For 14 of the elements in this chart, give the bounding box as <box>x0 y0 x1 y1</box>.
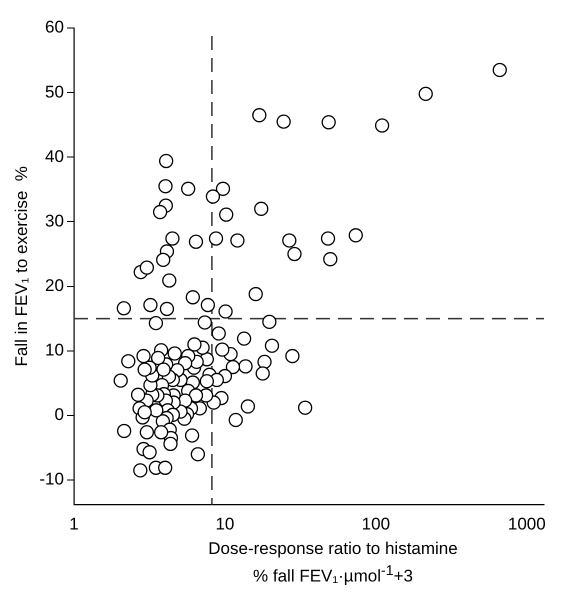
x-tick-label: 1 <box>69 514 79 534</box>
y-axis-title: Fall in FEV₁ to exercise % <box>12 166 31 366</box>
y-tick-label: 30 <box>45 211 64 230</box>
y-tick-label: 20 <box>45 276 64 296</box>
y-tick-label: 40 <box>45 146 64 166</box>
y-tick-label: 60 <box>45 18 64 37</box>
y-tick-label: -10 <box>39 470 64 489</box>
y-tick-label: 10 <box>45 340 64 360</box>
x-axis-title: Dose-response ratio to histamine % fall FEV₁·µmol$^{-1}$+3 <box>207 538 459 588</box>
x-tick-label: 1000 <box>508 514 546 534</box>
x-tick-label: 100 <box>362 514 390 534</box>
y-tick-label: 0 <box>54 405 64 424</box>
y-tick-label: 50 <box>45 82 64 102</box>
x-tick-label: 10 <box>215 514 234 534</box>
